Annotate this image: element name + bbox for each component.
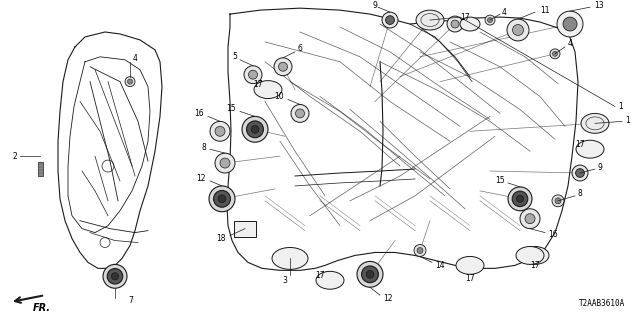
Text: 4: 4 bbox=[502, 8, 507, 17]
Circle shape bbox=[244, 66, 262, 84]
Ellipse shape bbox=[416, 10, 444, 30]
Circle shape bbox=[366, 270, 374, 278]
Text: 8: 8 bbox=[201, 143, 206, 152]
Text: 3: 3 bbox=[283, 276, 287, 285]
Text: 12: 12 bbox=[383, 294, 392, 303]
Circle shape bbox=[108, 268, 123, 284]
Circle shape bbox=[555, 198, 561, 204]
Text: T2AAB3610A: T2AAB3610A bbox=[579, 299, 625, 308]
Circle shape bbox=[246, 121, 264, 138]
Circle shape bbox=[382, 12, 398, 28]
Text: 12: 12 bbox=[196, 174, 206, 183]
Circle shape bbox=[508, 187, 532, 211]
Text: 8: 8 bbox=[578, 189, 583, 198]
Ellipse shape bbox=[516, 246, 544, 264]
Text: 2: 2 bbox=[12, 152, 17, 161]
Circle shape bbox=[251, 125, 259, 133]
Text: 7: 7 bbox=[128, 296, 133, 305]
Circle shape bbox=[516, 195, 524, 203]
Text: 1: 1 bbox=[625, 116, 630, 125]
Circle shape bbox=[357, 261, 383, 287]
Text: 18: 18 bbox=[216, 234, 226, 243]
Text: 17: 17 bbox=[530, 261, 540, 270]
Circle shape bbox=[552, 51, 557, 56]
Text: 15: 15 bbox=[227, 104, 236, 113]
Ellipse shape bbox=[254, 81, 282, 99]
Circle shape bbox=[296, 109, 305, 118]
Ellipse shape bbox=[460, 17, 480, 31]
Text: 10: 10 bbox=[275, 92, 284, 101]
Text: 16: 16 bbox=[548, 230, 557, 239]
Circle shape bbox=[125, 77, 135, 87]
Text: 5: 5 bbox=[232, 52, 237, 61]
Circle shape bbox=[209, 186, 235, 212]
Circle shape bbox=[111, 273, 118, 280]
Text: 17: 17 bbox=[315, 271, 325, 280]
Circle shape bbox=[447, 16, 463, 32]
Circle shape bbox=[103, 264, 127, 288]
Circle shape bbox=[274, 58, 292, 76]
Circle shape bbox=[220, 158, 230, 168]
Circle shape bbox=[417, 247, 423, 253]
Circle shape bbox=[512, 191, 528, 207]
Circle shape bbox=[215, 153, 235, 173]
Bar bbox=[38, 162, 42, 176]
Circle shape bbox=[248, 70, 257, 79]
Circle shape bbox=[362, 266, 378, 283]
Text: 9: 9 bbox=[372, 1, 378, 10]
Text: 17: 17 bbox=[253, 80, 263, 89]
Ellipse shape bbox=[581, 113, 609, 133]
Circle shape bbox=[557, 11, 583, 37]
Circle shape bbox=[414, 244, 426, 256]
Text: 6: 6 bbox=[298, 44, 303, 53]
Bar bbox=[234, 221, 256, 236]
Text: 14: 14 bbox=[435, 261, 445, 270]
Circle shape bbox=[525, 214, 535, 224]
Text: 17: 17 bbox=[465, 274, 475, 283]
Circle shape bbox=[385, 16, 394, 24]
Text: 1: 1 bbox=[618, 102, 623, 111]
Circle shape bbox=[242, 116, 268, 142]
Circle shape bbox=[513, 25, 524, 36]
Ellipse shape bbox=[272, 247, 308, 269]
Circle shape bbox=[127, 79, 132, 84]
Circle shape bbox=[575, 169, 584, 177]
Text: 13: 13 bbox=[594, 1, 604, 10]
Circle shape bbox=[520, 209, 540, 228]
Text: 9: 9 bbox=[598, 163, 603, 172]
Circle shape bbox=[291, 105, 309, 122]
Ellipse shape bbox=[316, 271, 344, 289]
Circle shape bbox=[278, 62, 287, 71]
Circle shape bbox=[215, 126, 225, 136]
Circle shape bbox=[214, 190, 230, 207]
Text: 15: 15 bbox=[495, 176, 505, 186]
Circle shape bbox=[507, 19, 529, 41]
Text: 17: 17 bbox=[460, 12, 470, 21]
Circle shape bbox=[488, 18, 493, 22]
Text: 16: 16 bbox=[195, 109, 204, 118]
Circle shape bbox=[572, 165, 588, 181]
Circle shape bbox=[210, 121, 230, 141]
Circle shape bbox=[552, 195, 564, 207]
Ellipse shape bbox=[521, 246, 549, 264]
Circle shape bbox=[485, 15, 495, 25]
Ellipse shape bbox=[456, 256, 484, 274]
Text: 4: 4 bbox=[133, 54, 138, 63]
Text: 11: 11 bbox=[540, 6, 550, 15]
Circle shape bbox=[218, 195, 226, 203]
Circle shape bbox=[563, 17, 577, 31]
Text: 4: 4 bbox=[568, 39, 573, 48]
Circle shape bbox=[451, 20, 459, 28]
Text: FR.: FR. bbox=[33, 303, 51, 313]
Ellipse shape bbox=[576, 140, 604, 158]
Text: 17: 17 bbox=[575, 140, 585, 149]
Circle shape bbox=[550, 49, 560, 59]
